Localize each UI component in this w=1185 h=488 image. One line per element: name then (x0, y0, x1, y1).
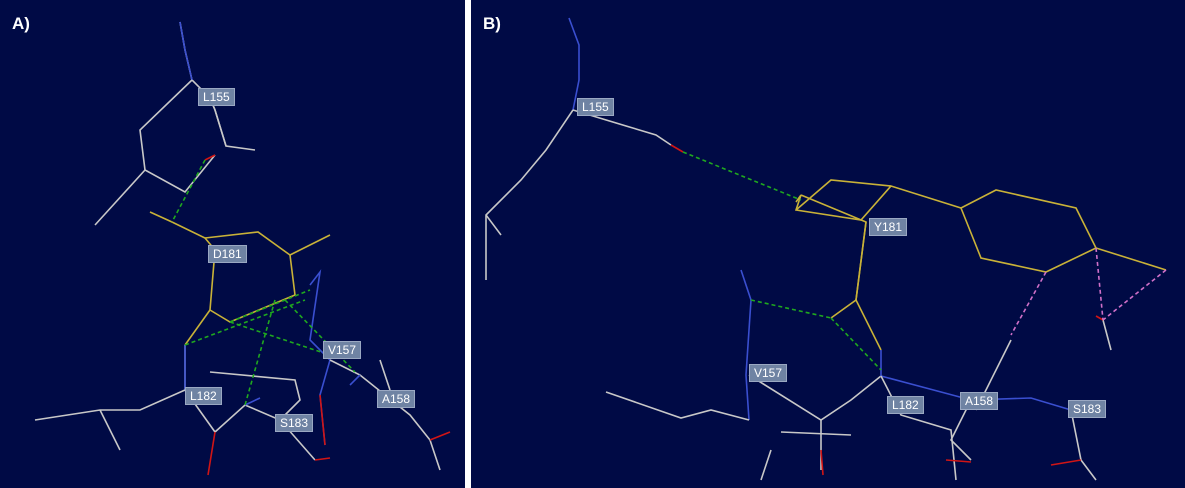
residue-label-s183: S183 (1068, 400, 1107, 418)
residue-label-v157: V157 (749, 364, 788, 382)
residue-label-l182: L182 (887, 396, 924, 414)
panel-a-label: A) (12, 14, 30, 33)
panel-a-structure (34, 21, 451, 476)
residue-label-a158: A158 (377, 390, 416, 408)
panel-b: B) (471, 0, 1185, 488)
residue-label-d181: D181 (208, 245, 247, 263)
residue-label-l155: L155 (198, 88, 235, 106)
panel-a: A) (0, 0, 465, 488)
panel-b-label: B) (483, 14, 501, 33)
residue-label-v157: V157 (323, 341, 362, 359)
residue-label-l155: L155 (577, 98, 614, 116)
residue-label-l182: L182 (185, 387, 222, 405)
residue-label-s183: S183 (275, 414, 314, 432)
panel-b-structure (485, 17, 1167, 481)
residue-label-y181: Y181 (869, 218, 908, 236)
residue-label-a158: A158 (960, 392, 999, 410)
